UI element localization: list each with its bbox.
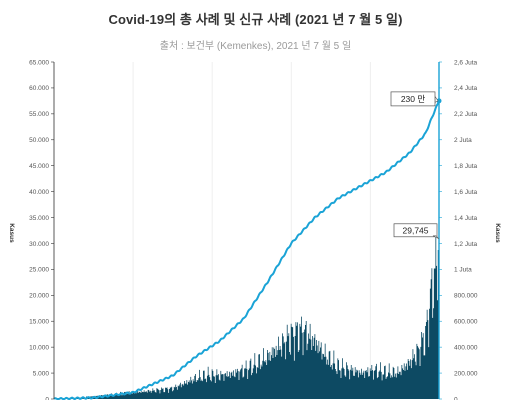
y-left-tick-label: 55.000: [29, 111, 49, 118]
y-right-tick-label: 2,2 Juta: [454, 111, 478, 118]
daily-cases-bars: [53, 235, 440, 399]
chart-subtitle: 출처 : 보건부 (Kemenkes), 2021 년 7 월 5 일: [159, 41, 352, 52]
y-left-tick-label: 40.000: [29, 189, 49, 196]
y-right-tick-label: 2,4 Juta: [454, 85, 478, 92]
y-left-tick-label: 50.000: [29, 137, 49, 144]
cumulative-endpoint-marker: [436, 98, 442, 104]
y-right-tick-label: 1,4 Juta: [454, 215, 478, 222]
callout-label-total: 230 만: [401, 94, 426, 104]
y-right-tick-label: 1 Juta: [454, 267, 472, 274]
y-right-tick-label: 1,6 Juta: [454, 189, 478, 196]
y-right-tick-label: 200.000: [454, 370, 478, 377]
y-right-tick-label: 2 Juta: [454, 137, 472, 144]
callout-label-daily: 29,745: [403, 225, 429, 235]
y-right-tick-label: 1,2 Juta: [454, 241, 478, 248]
y-left-axis-title: Kasus: [8, 223, 15, 243]
y-left-tick-label: 0: [45, 396, 49, 400]
y-right-tick-label: 600.000: [454, 319, 478, 326]
y-left-tick-label: 60.000: [29, 85, 49, 92]
y-left-tick-label: 5.000: [33, 370, 50, 377]
callout-box-daily: [393, 223, 438, 238]
callout-box-total: [390, 91, 436, 107]
y-right-tick-label: 800.000: [454, 293, 478, 300]
y-left-tick-label: 35.000: [29, 215, 49, 222]
y-left-tick-label: 45.000: [29, 163, 49, 170]
y-right-axis-title: Kasus: [494, 223, 501, 243]
y-right-tick-label: 400.000: [454, 344, 478, 351]
y-left-tick-label: 30.000: [29, 241, 49, 248]
chart-title: Covid-19의 총 사례 및 신규 사례 (2021 년 7 월 5 일): [108, 12, 403, 27]
y-right-tick-label: 2,6 Juta: [454, 59, 478, 66]
y-left-tick-label: 25.000: [29, 267, 49, 274]
y-right-tick-label: 0: [454, 396, 458, 400]
y-left-tick-label: 15.000: [29, 319, 49, 326]
y-right-tick-label: 1,8 Juta: [454, 163, 478, 170]
y-left-tick-label: 10.000: [29, 344, 49, 351]
y-left-tick-label: 65.000: [29, 59, 49, 66]
callout-pointer: [432, 235, 440, 240]
cumulative-cases-line: [53, 101, 440, 400]
y-left-tick-label: 20.000: [29, 293, 49, 300]
